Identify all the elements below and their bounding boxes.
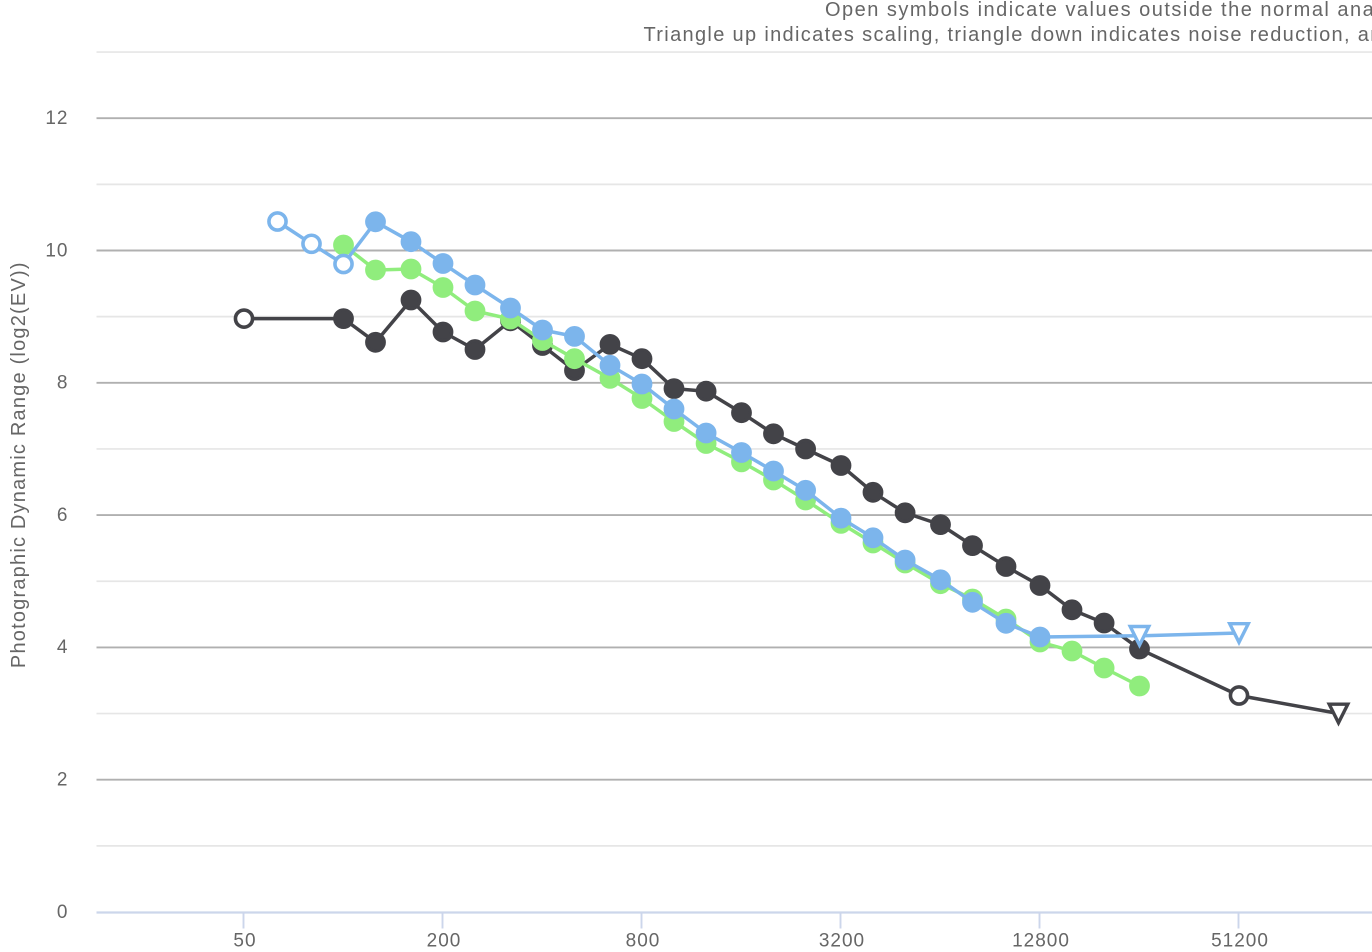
svg-text:50: 50 — [233, 931, 256, 952]
svg-text:Open symbols indicate values o: Open symbols indicate values outside the… — [825, 0, 1372, 21]
svg-text:0: 0 — [57, 902, 69, 923]
svg-text:12800: 12800 — [1012, 931, 1070, 952]
svg-text:51200: 51200 — [1211, 931, 1269, 952]
svg-text:8: 8 — [57, 373, 69, 394]
svg-text:800: 800 — [626, 931, 661, 952]
svg-text:3200: 3200 — [819, 931, 865, 952]
svg-text:Photographic Dynamic Range (lo: Photographic Dynamic Range (log2(EV)) — [8, 261, 30, 668]
svg-text:4: 4 — [57, 637, 69, 658]
svg-text:Triangle up indicates scaling,: Triangle up indicates scaling, triangle … — [644, 24, 1372, 46]
svg-text:10: 10 — [45, 240, 68, 261]
svg-text:6: 6 — [57, 505, 69, 526]
svg-text:12: 12 — [45, 108, 68, 129]
svg-text:200: 200 — [427, 931, 462, 952]
svg-text:2: 2 — [57, 770, 69, 791]
